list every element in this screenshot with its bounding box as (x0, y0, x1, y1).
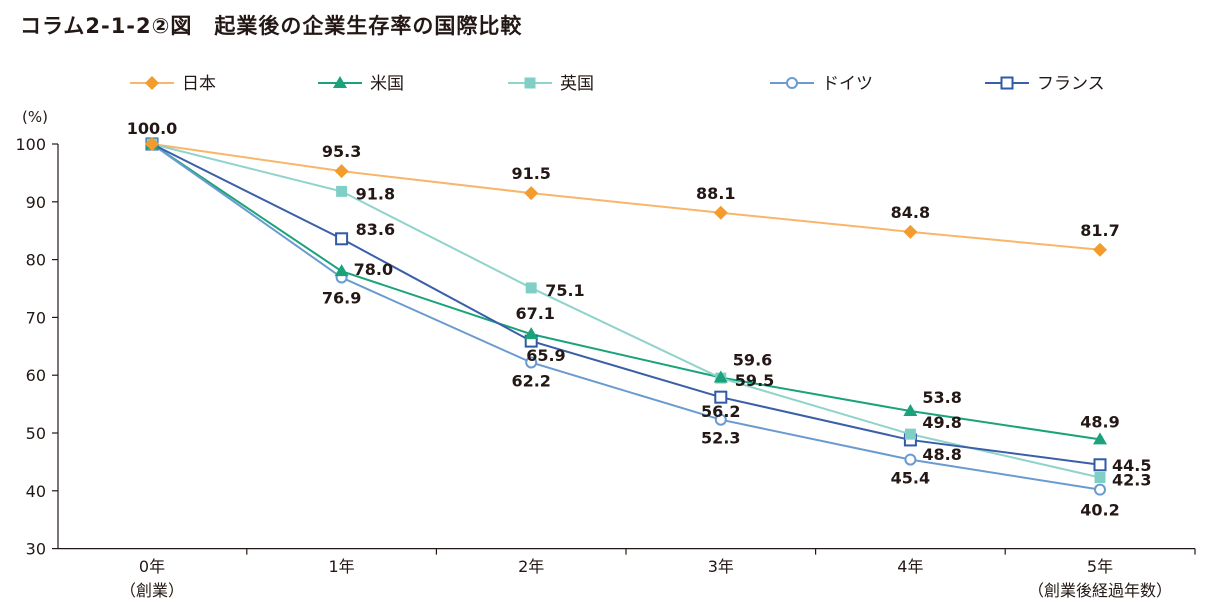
data-label: 48.8 (922, 445, 961, 464)
data-point (714, 390, 728, 404)
y-tick-label: 30 (26, 540, 46, 559)
data-label-start: 100.0 (127, 119, 178, 138)
y-tick-label: 40 (26, 482, 46, 501)
data-label: 88.1 (696, 184, 735, 203)
y-axis-unit: (%) (22, 108, 48, 126)
data-label: 91.5 (511, 164, 550, 183)
data-label: 75.1 (545, 281, 584, 300)
y-tick-label: 80 (26, 251, 46, 270)
data-label: 49.8 (922, 413, 961, 432)
data-label: 45.4 (891, 469, 930, 488)
series-line-ドイツ (151, 143, 1101, 491)
data-label: 84.8 (891, 203, 930, 222)
data-label: 56.2 (701, 402, 740, 421)
data-label: 76.9 (322, 289, 361, 308)
data-label: 53.8 (922, 388, 961, 407)
y-tick-label: 100 (15, 135, 46, 154)
legend-label: 英国 (560, 74, 594, 94)
series-line-英国 (151, 143, 1101, 479)
data-point (525, 282, 537, 294)
data-point (1093, 432, 1107, 445)
data-point (524, 186, 539, 201)
data-point (1094, 472, 1106, 484)
legend-marker (524, 77, 536, 89)
data-point (904, 453, 917, 466)
data-label: 91.8 (356, 184, 395, 203)
legend-marker (145, 76, 159, 90)
data-label: 52.3 (701, 429, 740, 448)
data-label: 81.7 (1080, 221, 1119, 240)
y-tick-label: 50 (26, 424, 46, 443)
legend-marker (786, 77, 798, 89)
legend-label: 米国 (370, 74, 404, 94)
series-line-フランス (151, 143, 1101, 466)
data-label: 40.2 (1080, 501, 1119, 520)
y-tick-label: 60 (26, 366, 46, 385)
series-line-米国 (151, 143, 1101, 441)
data-point (713, 370, 728, 383)
legend-label: ドイツ (822, 74, 873, 94)
x-tick-sublabel: （創業） (120, 581, 184, 600)
data-label: 67.1 (515, 304, 554, 323)
y-tick-label: 90 (26, 193, 46, 212)
data-label: 48.9 (1080, 412, 1119, 431)
data-label: 65.9 (526, 346, 565, 365)
data-point (1094, 483, 1106, 496)
data-label: 59.5 (735, 371, 774, 390)
x-tick-sublabel: （創業後経過年数） (1028, 581, 1172, 600)
data-point (334, 264, 349, 277)
data-label: 44.5 (1112, 456, 1151, 475)
legend-marker (1000, 76, 1014, 90)
data-point (335, 232, 349, 246)
data-label: 62.2 (511, 371, 550, 390)
x-tick-label: 4年 (897, 557, 923, 576)
x-tick-label: 2年 (518, 557, 544, 576)
series-line-日本 (151, 143, 1101, 251)
data-label: 59.6 (733, 351, 772, 370)
x-tick-label: 5年 (1087, 557, 1113, 576)
data-point (1093, 458, 1107, 472)
data-label: 78.0 (354, 260, 393, 279)
x-tick-label: 3年 (708, 557, 734, 576)
data-point (903, 404, 918, 417)
legend-label: フランス (1037, 74, 1105, 94)
y-tick-label: 70 (26, 308, 46, 327)
legend-label: 日本 (182, 74, 216, 94)
data-point (336, 185, 348, 197)
data-label: 83.6 (356, 220, 395, 239)
data-point (525, 356, 538, 369)
data-point (904, 428, 916, 440)
data-point (713, 205, 728, 220)
data-point (714, 413, 727, 426)
data-point (903, 224, 918, 239)
data-point (524, 327, 539, 340)
data-label: 42.3 (1112, 471, 1151, 490)
data-point (145, 137, 159, 151)
x-tick-label: 1年 (329, 557, 355, 576)
data-label: 95.3 (322, 142, 361, 161)
data-point (334, 164, 349, 179)
x-tick-label: 0年 (139, 557, 165, 576)
chart-title: コラム2-1-2②図 起業後の企業生存率の国際比較 (20, 14, 523, 38)
data-point (1093, 242, 1107, 257)
legend-marker (333, 76, 347, 88)
